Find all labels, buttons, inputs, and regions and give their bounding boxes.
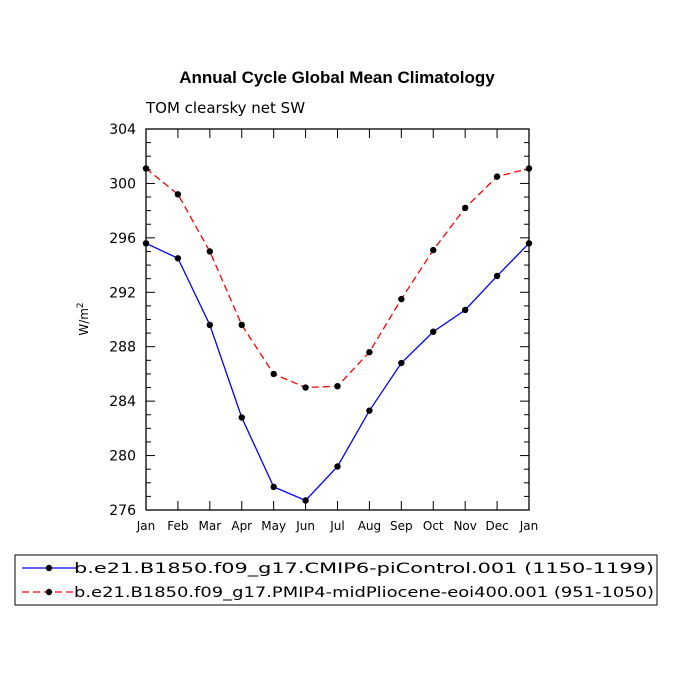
x-tick-label: May bbox=[261, 519, 286, 533]
series-1-point bbox=[174, 255, 182, 262]
legend-marker-1 bbox=[45, 564, 53, 572]
y-tick-label: 276 bbox=[109, 503, 136, 519]
series-1-point bbox=[366, 407, 373, 414]
series-2-point bbox=[270, 370, 277, 378]
series-1-point bbox=[398, 359, 405, 367]
x-tick-label: Feb bbox=[167, 519, 188, 533]
x-tick-label: Nov bbox=[453, 519, 476, 533]
y-tick-label: 296 bbox=[109, 231, 136, 247]
x-tick-label: Mar bbox=[199, 519, 222, 533]
series-2-point bbox=[461, 204, 469, 212]
legend-box bbox=[14, 554, 658, 606]
series-1-point bbox=[238, 414, 245, 421]
x-tick-label: Jan bbox=[136, 519, 156, 533]
x-tick-label: Jun bbox=[295, 519, 315, 533]
series-2-point bbox=[493, 173, 501, 180]
series-2-point bbox=[302, 384, 309, 391]
series-1-point bbox=[302, 497, 309, 504]
x-axis: Jan Feb Mar Apr May Jun Jul Aug Sep Oct Nov Dec Jan bbox=[136, 129, 539, 533]
series-1-point bbox=[270, 483, 277, 491]
y-axis: 276 280 284 288 292 296 300 304 bbox=[109, 122, 529, 519]
series-2-point bbox=[525, 165, 533, 172]
y-tick-label: 280 bbox=[109, 449, 136, 465]
y-axis-label-base: W/m bbox=[77, 308, 91, 336]
plot-frame bbox=[145, 128, 530, 511]
y-axis-label: W/m2 bbox=[76, 302, 91, 335]
y-tick-label: 288 bbox=[109, 340, 136, 356]
series-2-point bbox=[238, 321, 245, 329]
x-tick-label: Dec bbox=[485, 519, 508, 533]
y-tick-label: 304 bbox=[109, 122, 136, 138]
series-2-point bbox=[206, 248, 214, 255]
series-1-point bbox=[142, 240, 150, 247]
series-2-point bbox=[142, 165, 150, 172]
x-tick-label: Sep bbox=[390, 519, 413, 533]
x-tick-label: Aug bbox=[358, 519, 381, 533]
series-2-point bbox=[398, 295, 405, 303]
series-1-point bbox=[525, 240, 533, 247]
y-tick-label: 284 bbox=[109, 394, 136, 410]
y-axis-label-superscript: 2 bbox=[76, 302, 86, 308]
series-1-point bbox=[493, 272, 501, 280]
x-tick-label: Oct bbox=[423, 519, 444, 533]
series-1-point bbox=[334, 463, 341, 470]
series-1-point bbox=[430, 328, 437, 335]
chart-subtitle: TOM clearsky net SW bbox=[145, 99, 305, 117]
x-tick-label: Jul bbox=[329, 519, 344, 533]
series-2-point bbox=[430, 246, 437, 254]
legend-label-2: b.e21.B1850.f09_g17.PMIP4-midPliocene-eo… bbox=[74, 585, 654, 601]
series-line-2 bbox=[145, 167, 530, 389]
series-layer bbox=[142, 165, 533, 504]
series-2-point bbox=[174, 191, 182, 198]
legend-label-1: b.e21.B1850.f09_g17.CMIP6-piControl.001 … bbox=[74, 561, 654, 577]
series-2-point bbox=[366, 348, 373, 356]
series-2-point bbox=[334, 382, 341, 390]
y-tick-label: 300 bbox=[109, 176, 136, 192]
series-1-point bbox=[206, 321, 214, 329]
x-tick-label: Jan bbox=[519, 519, 539, 533]
chart-title: Annual Cycle Global Mean Climatology bbox=[179, 68, 495, 87]
legend-marker-2 bbox=[45, 588, 53, 596]
y-tick-label: 292 bbox=[109, 285, 136, 301]
x-tick-label: Apr bbox=[231, 519, 252, 533]
legend: b.e21.B1850.f09_g17.CMIP6-piControl.001 … bbox=[22, 561, 654, 601]
series-line-1 bbox=[145, 242, 530, 502]
series-1-point bbox=[461, 306, 469, 314]
